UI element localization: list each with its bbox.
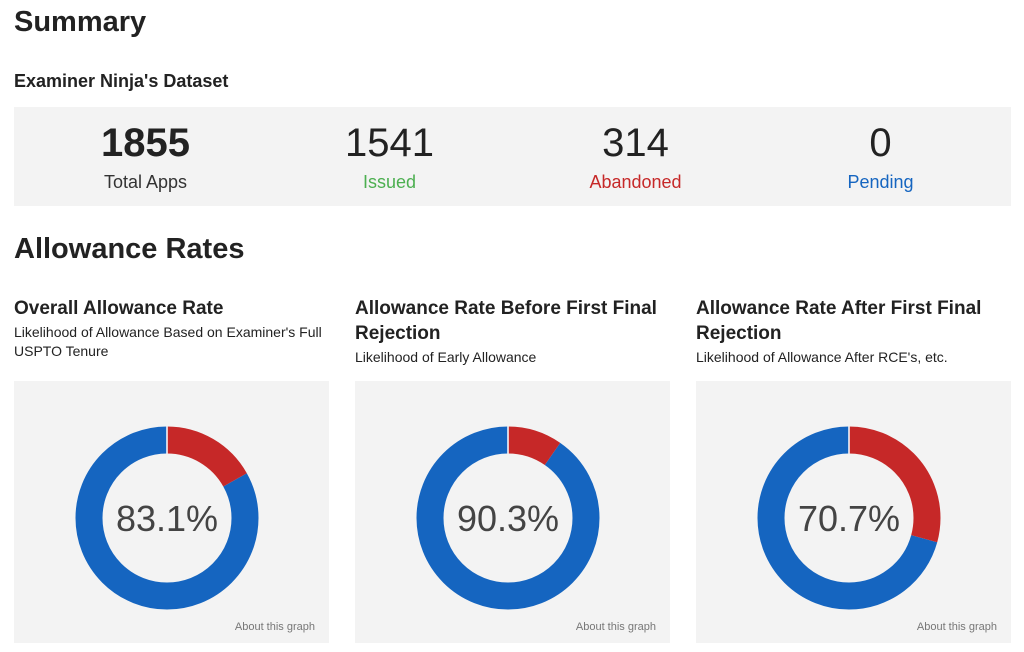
center-value-label: 90.3% [457,498,559,539]
chart-header-overall: Overall Allowance Rate Likelihood of All… [14,296,330,361]
dataset-title: Examiner Ninja's Dataset [14,71,229,91]
chart-subtitle: Likelihood of Early Allowance [355,349,537,365]
about-graph-link[interactable]: About this graph [234,621,315,633]
stat-label: Total Apps [103,172,188,192]
about-graph-link[interactable]: About this graph [575,621,656,633]
chart-title: Overall Allowance Rate [14,298,224,319]
chart-header-before: Allowance Rate Before First Final Reject… [355,296,671,367]
section-title: Allowance Rates [14,233,245,265]
center-value-label: 83.1% [116,498,218,539]
chart-card-overall: 83.1% About this graph [14,381,329,643]
chart-card-before: 90.3% About this graph [355,381,670,643]
chart-card-after: 70.7% About this graph [696,381,1011,643]
donut-chart-after: 70.7% [757,426,941,610]
stat-value: 0 [869,121,892,165]
donut-chart-overall: 83.1% [75,426,259,610]
stats-panel: 1855 Total Apps 1541 Issued 314 Abandone… [14,107,1011,206]
stat-label: Pending [847,172,914,192]
stat-label: Issued [362,172,417,192]
page-title: Summary [14,6,147,38]
stat-abandoned: 314 Abandoned [511,107,760,206]
chart-title: Allowance Rate After First Final Rejecti… [696,298,982,344]
stat-value: 1855 [101,121,190,165]
chart-header-after: Allowance Rate After First Final Rejecti… [696,296,1012,367]
stat-issued: 1541 Issued [265,107,514,206]
chart-subtitle: Likelihood of Allowance After RCE's, etc… [696,349,948,365]
stat-value: 1541 [345,121,434,165]
stat-label: Abandoned [589,172,682,192]
about-graph-link[interactable]: About this graph [916,621,997,633]
stat-value: 314 [602,121,669,165]
stat-total-apps: 1855 Total Apps [21,107,270,206]
chart-title: Allowance Rate Before First Final Reject… [355,298,657,344]
center-value-label: 70.7% [798,498,900,539]
chart-subtitle: Likelihood of Allowance Based on Examine… [14,324,322,359]
donut-chart-before: 90.3% [416,426,600,610]
stat-pending: 0 Pending [756,107,1005,206]
